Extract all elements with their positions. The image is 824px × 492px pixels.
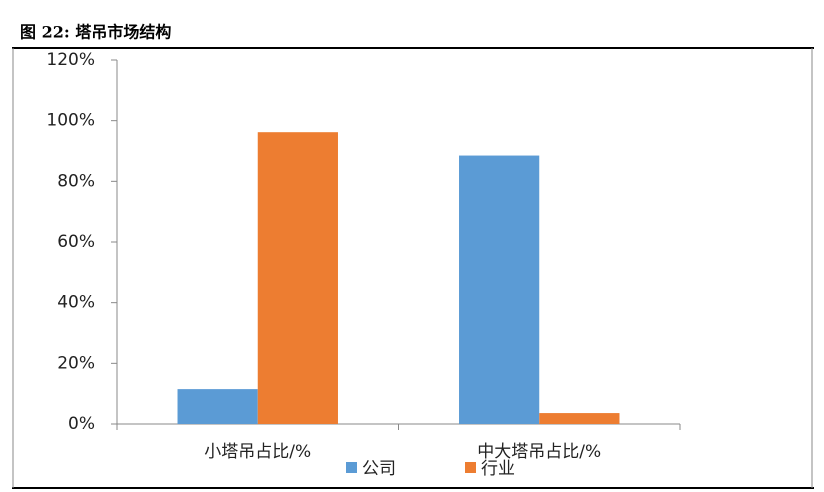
y-tick-label: 120%: [46, 50, 95, 70]
legend-swatch: [346, 462, 357, 473]
bar: [459, 155, 540, 425]
bar: [257, 132, 338, 424]
legend-label: 行业: [481, 459, 515, 479]
y-tick-label: 0%: [68, 414, 95, 434]
legend-label: 公司: [362, 459, 396, 479]
x-tick-label: 小塔吊占比/%: [204, 442, 311, 462]
y-tick-label: 80%: [57, 171, 95, 191]
legend-swatch: [465, 462, 476, 473]
y-tick-label: 60%: [57, 232, 95, 252]
y-tick-label: 20%: [57, 353, 95, 373]
x-tick-label: 中大塔吊占比/%: [477, 442, 601, 462]
bar: [539, 413, 620, 424]
bar: [177, 389, 258, 424]
chart-title: 图 22: 塔吊市场结构: [20, 23, 171, 42]
y-tick-label: 100%: [46, 111, 95, 131]
y-tick-label: 40%: [57, 293, 95, 313]
